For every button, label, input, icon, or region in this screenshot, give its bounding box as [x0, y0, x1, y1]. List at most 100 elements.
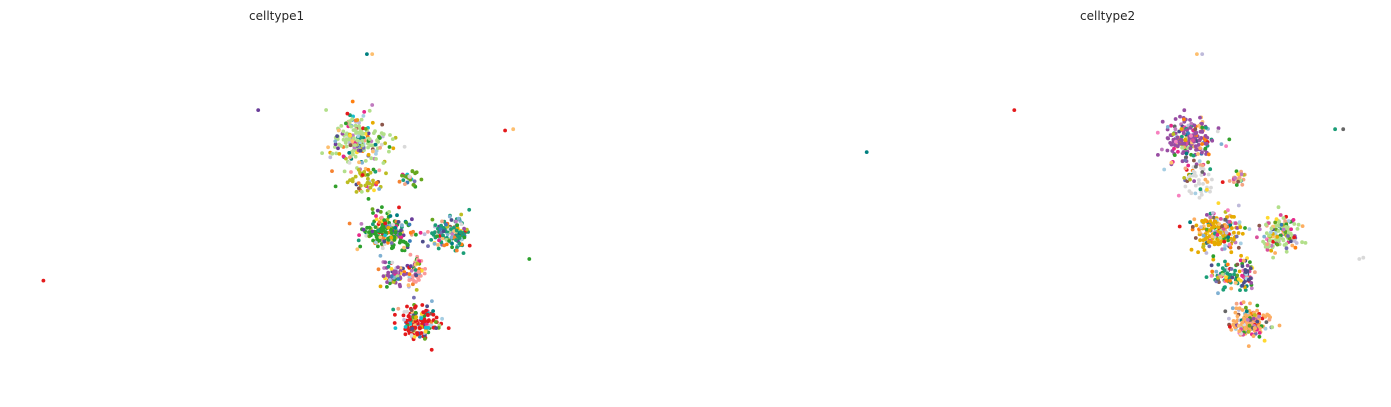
data-point — [1281, 227, 1286, 232]
data-point — [1216, 201, 1221, 206]
data-point — [1284, 249, 1289, 254]
data-point — [1173, 117, 1178, 121]
data-point — [374, 152, 378, 156]
data-point — [1206, 223, 1211, 228]
data-point — [396, 306, 401, 311]
data-point — [376, 267, 381, 272]
data-point — [408, 252, 413, 257]
panel-celltype1: celltype1 — [0, 0, 560, 407]
data-point — [367, 230, 371, 235]
data-point — [439, 223, 443, 228]
data-point — [1240, 182, 1245, 187]
data-point — [1210, 177, 1214, 182]
data-point — [1177, 224, 1182, 229]
data-point — [421, 310, 426, 315]
data-point — [359, 183, 363, 188]
data-point — [1265, 248, 1270, 252]
data-point — [1276, 229, 1281, 233]
data-point — [1169, 123, 1173, 128]
data-point — [1253, 326, 1257, 331]
data-point — [1224, 144, 1228, 149]
data-point — [1204, 251, 1209, 255]
data-point — [1208, 189, 1212, 194]
data-point — [378, 235, 383, 240]
data-point — [1246, 329, 1251, 334]
data-point — [1234, 280, 1238, 285]
data-point — [1275, 235, 1279, 239]
data-point — [1237, 220, 1242, 225]
data-point — [393, 230, 398, 235]
data-point — [1199, 225, 1203, 230]
data-point — [1252, 313, 1257, 317]
data-point — [366, 131, 371, 136]
data-point — [1245, 317, 1250, 322]
data-point — [372, 188, 376, 193]
data-point — [450, 232, 455, 237]
data-point — [1172, 146, 1176, 151]
data-point — [1241, 258, 1246, 263]
data-point — [1227, 219, 1232, 224]
data-point — [1205, 187, 1209, 192]
data-point — [410, 326, 414, 331]
data-point — [379, 242, 384, 246]
data-point — [1289, 239, 1293, 244]
data-point — [1268, 230, 1273, 235]
data-point — [401, 313, 406, 318]
data-point — [1296, 222, 1301, 227]
data-point — [420, 303, 425, 307]
data-point — [388, 133, 392, 137]
data-point — [400, 173, 404, 178]
data-point — [415, 261, 420, 266]
data-point — [348, 178, 352, 183]
data-point — [386, 270, 391, 275]
data-point — [347, 151, 352, 155]
data-point — [360, 160, 364, 165]
data-point — [1197, 181, 1202, 186]
data-point — [1251, 334, 1256, 338]
data-point — [1185, 128, 1189, 133]
data-point — [436, 246, 441, 251]
data-point — [1200, 163, 1205, 168]
data-point — [1292, 235, 1297, 240]
data-point — [1210, 234, 1215, 239]
data-point — [1215, 233, 1220, 237]
data-point — [1180, 145, 1184, 150]
data-point — [430, 217, 435, 222]
data-point — [1198, 238, 1202, 243]
data-point — [1192, 179, 1196, 184]
data-point — [414, 273, 419, 278]
data-point — [1188, 220, 1192, 225]
data-point — [366, 173, 370, 177]
data-point — [375, 234, 380, 239]
data-point — [366, 197, 371, 201]
data-point — [326, 145, 330, 150]
data-point — [511, 127, 516, 132]
data-point — [350, 117, 355, 121]
data-point — [398, 232, 403, 236]
data-point — [336, 146, 340, 151]
data-point — [1263, 326, 1268, 331]
data-point — [1269, 248, 1274, 253]
data-point — [1182, 176, 1187, 180]
data-point — [1181, 131, 1186, 136]
data-point — [1189, 121, 1194, 126]
data-point — [1209, 263, 1214, 268]
data-point — [1225, 262, 1230, 267]
data-point — [413, 171, 417, 176]
data-point — [1226, 235, 1231, 240]
data-point — [378, 284, 383, 289]
data-point — [386, 274, 391, 278]
data-point — [1156, 153, 1160, 157]
data-point — [336, 128, 341, 133]
data-point — [337, 142, 342, 147]
data-point — [1200, 125, 1205, 130]
data-point — [1218, 217, 1223, 221]
data-point — [403, 332, 408, 337]
data-point — [353, 118, 358, 123]
data-point — [1243, 226, 1247, 230]
data-point — [415, 332, 420, 337]
data-point — [381, 161, 386, 165]
data-point — [1236, 179, 1240, 184]
data-point — [422, 314, 427, 319]
data-point — [1177, 129, 1182, 134]
